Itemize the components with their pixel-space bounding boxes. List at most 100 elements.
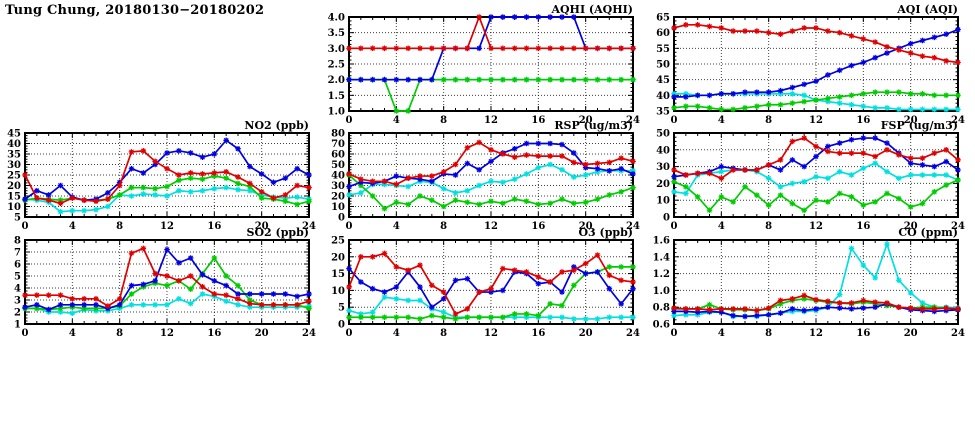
page-title: Tung Chung, 20180130−20180202 [5, 3, 265, 18]
x-tick-label: 20 [255, 221, 269, 232]
y-tick-label: 2.0 [328, 75, 345, 86]
y-tick-label: 3 [14, 296, 21, 307]
x-tick-label: 4 [718, 221, 725, 232]
y-tick-label: 1.4 [653, 252, 670, 263]
y-tick-label: 0 [663, 213, 670, 224]
y-tick-label: 1.0 [653, 286, 670, 297]
x-tick-label: 4 [69, 328, 76, 339]
chart-title-so2: SO2 (ppb) [247, 226, 310, 239]
y-tick-label: 40 [656, 145, 670, 156]
x-tick-label: 12 [160, 328, 174, 339]
x-tick-label: 8 [765, 221, 772, 232]
data-point-markers [671, 26, 961, 100]
y-tick-label: 10 [656, 196, 670, 207]
data-point-markers [671, 292, 961, 314]
o3-series-red [346, 250, 636, 317]
x-tick-label: 12 [809, 115, 823, 126]
x-tick-label: 8 [116, 328, 123, 339]
x-tick-label: 24 [302, 328, 316, 339]
y-tick-label: 4.0 [328, 13, 345, 24]
y-tick-label: 1.0 [328, 107, 345, 118]
data-point-markers [671, 89, 961, 113]
x-tick-label: 4 [718, 328, 725, 339]
chart-title-fsp: FSP (ug/m3) [881, 119, 958, 132]
y-tick-label: 20 [331, 252, 345, 263]
y-tick-label: 50 [656, 129, 670, 140]
y-tick-label: 0.6 [653, 320, 670, 331]
chart-title-aqhi: AQHI (AQHI) [550, 3, 633, 16]
chart-title-no2: NO2 (ppb) [244, 119, 309, 132]
chart-title-o3: O3 (ppb) [578, 226, 633, 239]
y-tick-label: 6 [14, 260, 21, 271]
x-tick-label: 8 [116, 221, 123, 232]
y-tick-label: 15 [331, 269, 345, 280]
x-tick-label: 0 [22, 328, 29, 339]
y-tick-label: 2 [14, 308, 21, 319]
x-tick-label: 20 [255, 328, 269, 339]
y-tick-label: 45 [656, 75, 670, 86]
chart-o3: 0 5 10 15 20 25 0 4 8 12 16 20 24 O3 (ppb) [331, 226, 640, 339]
x-tick-label: 20 [904, 328, 918, 339]
fsp-series-green [671, 177, 961, 214]
aqhi-series-red [346, 14, 636, 52]
y-tick-label: 30 [7, 160, 21, 171]
y-tick-label: 30 [331, 181, 345, 192]
aqi-series-green [671, 89, 961, 113]
fsp-series-red [671, 135, 961, 182]
y-tick-label: 5 [14, 272, 21, 283]
no2-series-red [22, 148, 312, 207]
x-tick-label: 24 [951, 221, 965, 232]
x-tick-label: 0 [671, 221, 678, 232]
plot-border [24, 239, 310, 325]
x-tick-label: 20 [579, 115, 593, 126]
data-point-markers [346, 14, 636, 52]
x-tick-label: 16 [531, 221, 545, 232]
x-tick-label: 20 [579, 221, 593, 232]
aqi-series-blue [671, 26, 961, 100]
y-tick-label: 3.5 [328, 28, 345, 39]
x-tick-label: 20 [579, 328, 593, 339]
x-tick-label: 24 [951, 328, 965, 339]
y-tick-label: 40 [656, 91, 670, 102]
x-tick-label: 12 [484, 115, 498, 126]
y-tick-label: 3.0 [328, 44, 345, 55]
x-tick-label: 0 [346, 221, 353, 232]
rsp-series-red [346, 139, 636, 188]
y-tick-label: 15 [7, 192, 21, 203]
y-tick-label: 5 [338, 303, 345, 314]
x-tick-label: 16 [856, 115, 870, 126]
x-tick-label: 0 [346, 115, 353, 126]
y-tick-label: 55 [656, 44, 670, 55]
chart-co: 0.6 0.8 1.0 1.2 1.4 1.6 0 4 8 12 16 20 24 CO (ppm) [653, 226, 965, 339]
x-tick-label: 12 [484, 221, 498, 232]
so2-series-red [22, 245, 312, 309]
x-tick-label: 0 [671, 328, 678, 339]
x-tick-label: 8 [765, 115, 772, 126]
y-tick-label: 20 [331, 192, 345, 203]
chart-title-co: CO (ppm) [898, 226, 958, 239]
data-point-markers [346, 139, 636, 188]
x-tick-label: 24 [302, 221, 316, 232]
x-tick-label: 12 [160, 221, 174, 232]
y-tick-label: 45 [7, 129, 21, 140]
y-tick-label: 20 [656, 179, 670, 190]
x-tick-label: 4 [718, 115, 725, 126]
y-tick-label: 50 [656, 60, 670, 71]
so2-series-blue [22, 246, 312, 313]
x-tick-label: 8 [440, 328, 447, 339]
x-tick-label: 0 [346, 328, 353, 339]
y-tick-label: 60 [656, 28, 670, 39]
data-point-markers [22, 148, 312, 207]
y-tick-label: 25 [7, 171, 21, 182]
y-tick-label: 8 [14, 236, 21, 247]
y-tick-label: 1 [14, 320, 21, 331]
y-tick-label: 10 [331, 202, 345, 213]
y-tick-label: 2.5 [328, 60, 345, 71]
y-tick-label: 35 [7, 150, 21, 161]
y-tick-label: 4 [14, 284, 21, 295]
y-tick-label: 7 [14, 248, 21, 259]
y-tick-label: 0 [338, 213, 345, 224]
chart-title-aqi: AQI (AQI) [896, 3, 958, 16]
